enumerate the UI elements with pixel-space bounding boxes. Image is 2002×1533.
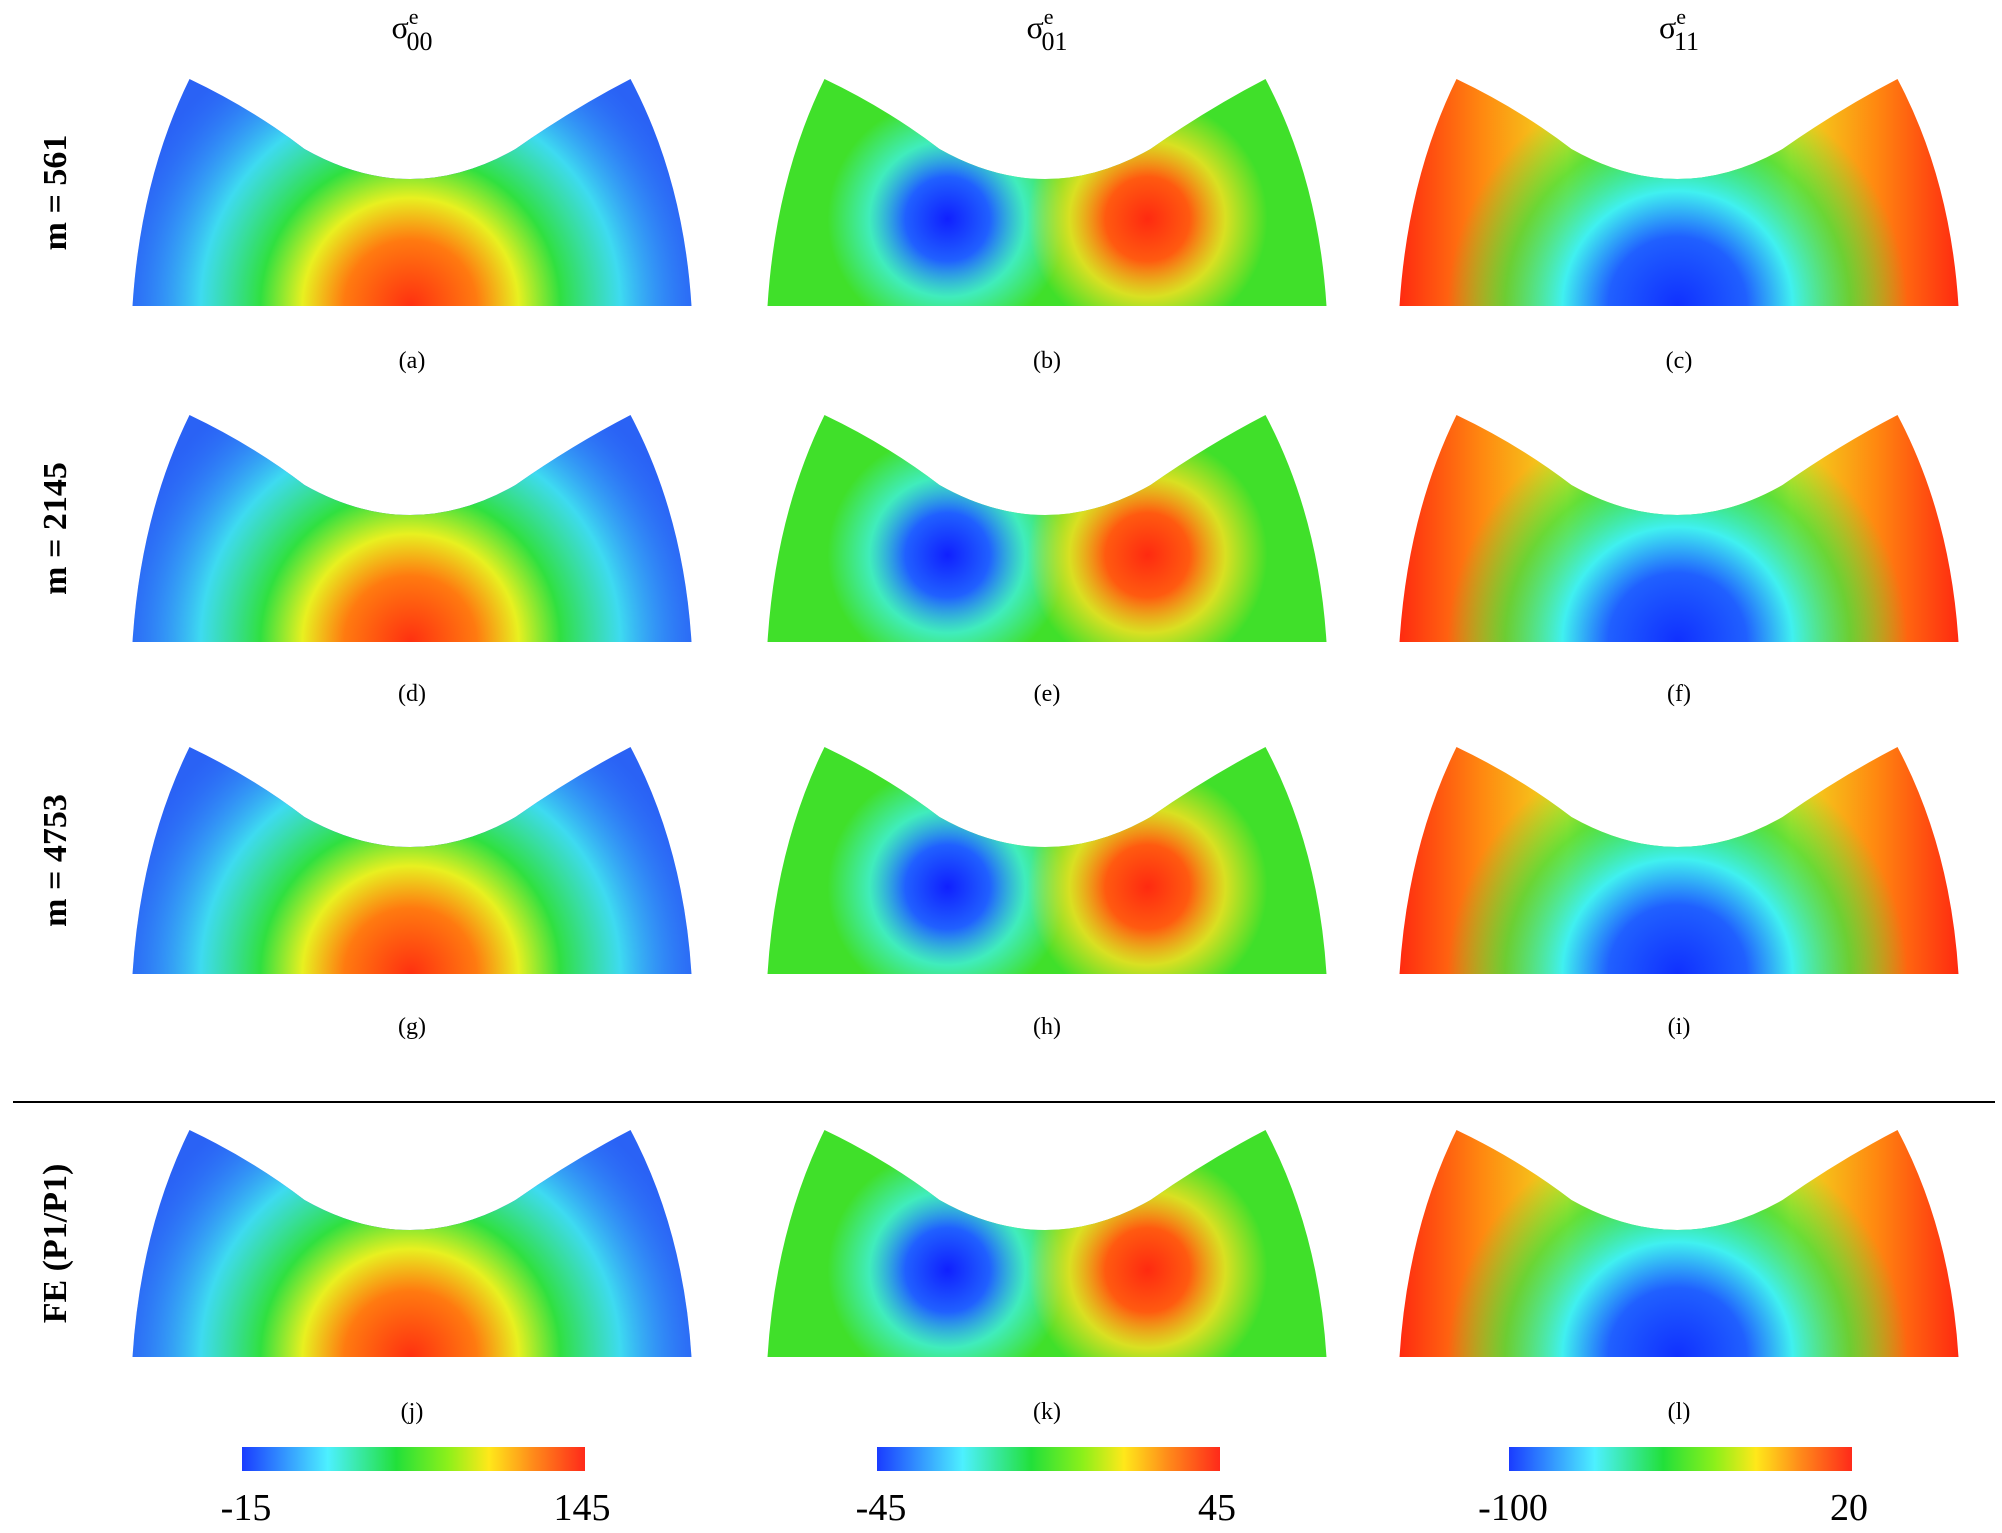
colorbar (242, 1447, 585, 1471)
column-header: σe 11 (1659, 4, 1699, 56)
row-label: m = 4753 (37, 794, 74, 927)
subfigure-caption: (i) (1668, 1014, 1691, 1040)
row-label: m = 561 (37, 135, 74, 251)
subfigure-caption: (g) (398, 1014, 426, 1040)
stress-field-plot (767, 1130, 1327, 1357)
subfigure-caption: (f) (1667, 681, 1691, 707)
subfigure-caption: (a) (399, 348, 426, 374)
stress-field-plot (1399, 747, 1959, 974)
colorbar (1509, 1447, 1852, 1471)
superscript: e (409, 4, 419, 29)
subfigure-caption: (c) (1666, 348, 1693, 374)
stress-field-plot (132, 415, 692, 642)
stress-field-plot (132, 1130, 692, 1357)
superscript: e (1676, 4, 1686, 29)
subscript: 00 (407, 27, 433, 56)
subfigure-caption: (k) (1033, 1399, 1061, 1425)
subfigure-caption: (d) (398, 681, 426, 707)
subfigure-caption: (l) (1668, 1399, 1691, 1425)
colorbar-max: 145 (554, 1487, 611, 1529)
stress-field-plot (767, 747, 1327, 974)
row-label: FE (P1/P1) (37, 1164, 74, 1324)
symbol: σ (391, 9, 408, 45)
colorbar-min: -100 (1478, 1487, 1548, 1529)
column-header: σe 00 (391, 4, 432, 56)
stress-field-plot (767, 415, 1327, 642)
colorbar (877, 1447, 1220, 1471)
colorbar-max: 20 (1830, 1487, 1868, 1529)
colorbar-min: -15 (221, 1487, 272, 1529)
subfigure-caption: (j) (401, 1399, 424, 1425)
subscript: 01 (1042, 27, 1068, 56)
stress-field-plot (1399, 79, 1959, 306)
subfigure-caption: (b) (1033, 348, 1061, 374)
colorbar-max: 45 (1198, 1487, 1236, 1529)
subscript: 11 (1674, 27, 1699, 56)
subfigure-caption: (h) (1033, 1014, 1061, 1040)
symbol: σ (1026, 9, 1043, 45)
superscript: e (1044, 4, 1054, 29)
stress-field-plot (132, 79, 692, 306)
row-label: m = 2145 (37, 462, 74, 595)
colorbar-min: -45 (856, 1487, 907, 1529)
stress-field-plot (1399, 1130, 1959, 1357)
stress-field-plot (1399, 415, 1959, 642)
stress-field-plot (767, 79, 1327, 306)
column-header: σe 01 (1026, 4, 1067, 56)
subfigure-caption: (e) (1034, 681, 1061, 707)
symbol: σ (1659, 9, 1676, 45)
stress-field-plot (132, 747, 692, 974)
